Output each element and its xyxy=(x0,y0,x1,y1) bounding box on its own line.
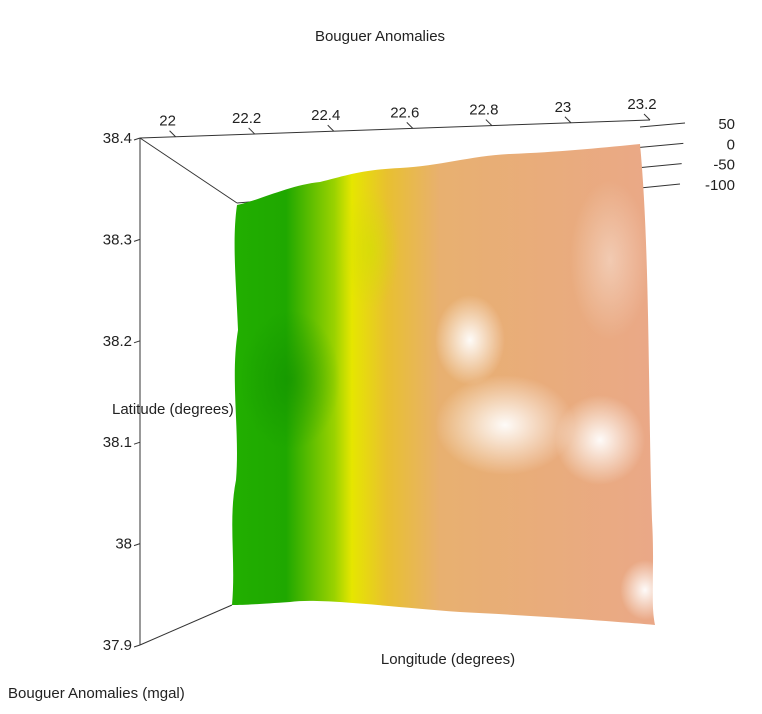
z-tick-label: 0 xyxy=(727,136,735,153)
y-tick xyxy=(133,543,141,547)
box-edge xyxy=(139,137,238,204)
z-tick xyxy=(639,142,684,148)
surface-shade xyxy=(570,180,650,340)
y-tick xyxy=(133,340,141,344)
chart-title: Bouguer Anomalies xyxy=(315,28,445,45)
z-tick-label: -50 xyxy=(713,157,735,174)
z-tick xyxy=(639,122,686,128)
surface-shade xyxy=(620,560,655,620)
y-tick-label: 38.2 xyxy=(103,333,132,350)
y-tick-label: 38.1 xyxy=(103,434,132,451)
y-tick xyxy=(133,238,141,242)
z-axis-label: Bouguer Anomalies (mgal) xyxy=(8,685,185,702)
x-tick xyxy=(643,113,651,121)
x-tick-label: 22.8 xyxy=(469,102,498,119)
z-tick xyxy=(639,163,682,169)
x-tick-label: 22 xyxy=(159,113,176,130)
surface-shade xyxy=(435,295,505,385)
axis-box xyxy=(139,119,651,646)
surface-shade xyxy=(240,310,340,450)
x-tick xyxy=(564,116,572,124)
y-tick-label: 38.4 xyxy=(103,130,132,147)
surface-shade xyxy=(435,375,575,475)
z-tick-label: 50 xyxy=(718,116,735,133)
y-tick-label: 37.9 xyxy=(103,637,132,654)
x-tick-label: 23 xyxy=(555,99,572,116)
y-tick xyxy=(133,644,141,648)
x-axis-label: Longitude (degrees) xyxy=(381,651,515,668)
box-edge xyxy=(139,604,233,646)
x-tick xyxy=(327,124,335,132)
y-tick-label: 38 xyxy=(115,536,132,553)
x-tick xyxy=(248,127,256,135)
x-tick-label: 22.6 xyxy=(390,104,419,121)
x-tick xyxy=(169,130,176,138)
x-tick-label: 22.2 xyxy=(232,110,261,127)
x-tick-label: 22.4 xyxy=(311,107,340,124)
z-tick-label: -100 xyxy=(705,177,735,194)
y-tick xyxy=(133,137,141,141)
y-axis-label: Latitude (degrees) xyxy=(112,401,234,418)
x-tick-label: 23.2 xyxy=(627,96,656,113)
x-tick xyxy=(406,122,414,129)
ticks: 22 22.2 22.4 22.6 22.8 23 23.2 37.9 38 38.1 38.2 38… xyxy=(103,96,735,654)
surface-shade xyxy=(340,190,400,310)
surface-shade xyxy=(555,395,645,485)
z-tick xyxy=(639,183,681,189)
y-tick-label: 38.3 xyxy=(103,231,132,248)
x-axis-line xyxy=(139,119,651,139)
x-tick xyxy=(485,119,493,126)
y-tick xyxy=(133,441,141,445)
surface xyxy=(232,144,655,625)
